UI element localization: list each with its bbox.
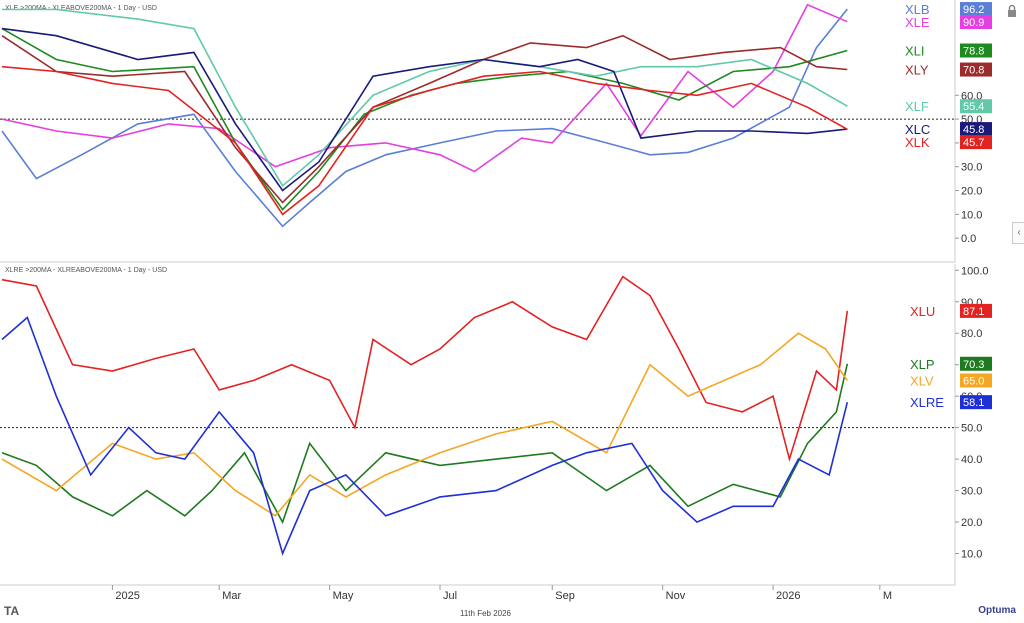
x-tick-label: Nov [666, 590, 686, 602]
value-label-xlf: 55.4 [963, 101, 984, 113]
value-box-xli [960, 43, 992, 58]
value-box-xlc [960, 122, 992, 137]
series-line-xlk [1, 65, 848, 216]
value-box-xly [960, 62, 992, 77]
value-box-xlre [960, 395, 992, 410]
x-tick-label: Jul [443, 590, 457, 602]
bottom-panel-title: XLRE >200MA - XLREABOVE200MA - 1 Day - U… [5, 267, 168, 274]
y-tick-label: 20.0 [961, 186, 982, 198]
y-tick-label: 0.0 [961, 233, 976, 245]
series-label-xlc: XLC [905, 122, 930, 137]
x-tick-label: 2025 [115, 590, 139, 602]
y-tick-label: 10.0 [961, 209, 982, 221]
value-label-xlre: 58.1 [963, 397, 984, 409]
y-tick-label: 10.0 [961, 549, 982, 561]
value-label-xlp: 70.3 [963, 359, 984, 371]
value-box-xlp [960, 356, 992, 371]
x-tick-label: M [883, 590, 892, 602]
lock-icon[interactable] [1005, 4, 1019, 18]
value-label-xlc: 45.8 [963, 124, 984, 136]
series-label-xlv: XLV [910, 373, 934, 388]
x-tick-label: Sep [555, 590, 575, 602]
value-box-xlk [960, 135, 992, 150]
series-line-xlb [1, 8, 848, 228]
series-line-xly [1, 34, 848, 204]
chevron-left-icon[interactable]: ‹ [1012, 222, 1024, 244]
series-line-xlc [1, 27, 848, 192]
value-box-xlv [960, 373, 992, 388]
ta-logo: TA [4, 604, 20, 618]
series-line-xlre [1, 316, 849, 556]
series-line-xlp [1, 363, 849, 525]
value-box-xlu [960, 303, 992, 318]
y-tick-label: 30.0 [961, 162, 982, 174]
value-label-xlb: 96.2 [963, 4, 984, 16]
value-label-xlk: 45.7 [963, 137, 984, 149]
series-label-xlp: XLP [910, 357, 935, 372]
y-tick-label: 20.0 [961, 517, 982, 529]
value-box-xlf [960, 99, 992, 114]
series-line-xlu [1, 275, 849, 463]
x-tick-label: Mar [222, 590, 241, 602]
value-label-xly: 70.8 [963, 65, 984, 77]
x-tick-label: May [333, 590, 354, 602]
series-label-xly: XLY [905, 63, 929, 78]
top-panel-title: XLE >200MA - XLEABOVE200MA - 1 Day - USD [5, 5, 157, 12]
series-label-xli: XLI [905, 43, 925, 58]
series-line-xlv [1, 332, 848, 517]
series-label-xlf: XLF [905, 99, 929, 114]
series-label-xlu: XLU [910, 304, 935, 319]
optuma-logo: Optuma [978, 605, 1016, 616]
series-line-xle [1, 3, 848, 173]
value-box-xle [960, 15, 992, 30]
value-label-xlv: 65.0 [963, 375, 984, 387]
y-tick-label: 40.0 [961, 454, 982, 466]
series-line-xlf [2, 8, 848, 188]
value-label-xlu: 87.1 [963, 306, 984, 318]
value-label-xli: 78.8 [963, 45, 984, 57]
value-label-xle: 90.9 [963, 17, 984, 29]
y-tick-label: 80.0 [961, 328, 982, 340]
value-box-xlb [960, 2, 992, 17]
y-tick-label: 50.0 [961, 423, 982, 435]
series-label-xlre: XLRE [910, 395, 944, 410]
y-tick-label: 30.0 [961, 486, 982, 498]
y-tick-label: 100.0 [961, 265, 989, 277]
series-label-xlb: XLB [905, 2, 930, 17]
footer-date: 11th Feb 2026 [460, 609, 512, 618]
series-label-xlk: XLK [905, 135, 930, 150]
series-label-xle: XLE [905, 15, 930, 30]
x-tick-label: 2026 [776, 590, 800, 602]
